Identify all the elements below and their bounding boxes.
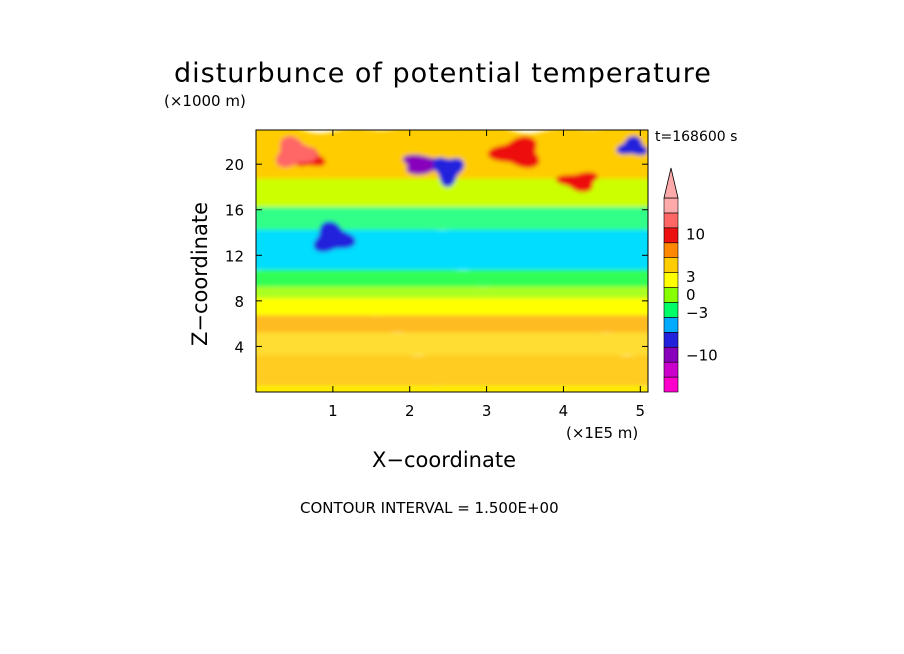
x-axis-unit: (×1E5 m) (566, 424, 639, 442)
heatmap-feature-warm-core-left-inner (275, 136, 318, 168)
contour-interval-note: CONTOUR INTERVAL = 1.500E+00 (300, 499, 559, 517)
colorbar-level (663, 287, 679, 303)
heatmap-feature-warm-core-right (555, 172, 598, 193)
colorbar-extension-arrow (663, 167, 679, 199)
x-tick-label: 3 (482, 402, 492, 420)
heatmap-band (256, 302, 648, 333)
heatmap-feature-cold-core-center-2 (432, 157, 465, 188)
x-tick-label: 5 (636, 402, 646, 420)
heatmap-feature-cold-core-mid-left (313, 221, 356, 253)
y-tick-label: 16 (225, 202, 244, 220)
colorbar-level (663, 302, 679, 318)
colorbar-level (663, 227, 679, 244)
colorbar-level (663, 361, 679, 378)
colorbar: 10 30−3 −10 (663, 167, 718, 393)
y-axis-unit: (×1000 m) (164, 92, 246, 110)
y-tick-label: 12 (225, 247, 244, 265)
colorbar-level (663, 317, 679, 333)
heatmap-band (256, 130, 648, 179)
y-tick-label: 8 (234, 293, 244, 311)
heatmap-band (256, 286, 648, 316)
colorbar-level (663, 197, 679, 214)
colorbar-label: 3 (686, 268, 696, 286)
colorbar-level (663, 332, 679, 348)
colorbar-label: 0 (686, 286, 696, 304)
colorbar-level (663, 346, 679, 363)
y-tick-label: 4 (234, 338, 244, 356)
heatmap-band (256, 216, 648, 270)
heatmap-feature-warm-core-right-2 (487, 136, 540, 168)
colorbar-level (663, 242, 679, 258)
x-tick-label: 1 (328, 402, 338, 420)
heatmap-field (256, 130, 648, 392)
colorbar-level (663, 212, 679, 229)
time-label: t=168600 s (655, 129, 738, 145)
colorbar-label: −10 (686, 347, 718, 365)
colorbar-label: −3 (686, 304, 708, 322)
colorbar-level (663, 257, 679, 273)
plot-frame (255, 129, 649, 393)
colorbar-level (663, 376, 679, 393)
colorbar-label: 10 (686, 225, 705, 243)
x-axis-label: X−coordinate (372, 448, 516, 472)
colorbar-level (663, 272, 679, 288)
y-axis: 4 8 12 16 20 (225, 156, 648, 356)
y-tick-label: 20 (225, 156, 244, 174)
heatmap-feature-cold-core-top-right (616, 135, 648, 156)
chart-title: disturbunce of potential temperature (174, 58, 712, 89)
x-tick-label: 2 (405, 402, 415, 420)
x-axis: 1 2 3 4 5 (328, 130, 645, 420)
x-tick-label: 4 (559, 402, 569, 420)
